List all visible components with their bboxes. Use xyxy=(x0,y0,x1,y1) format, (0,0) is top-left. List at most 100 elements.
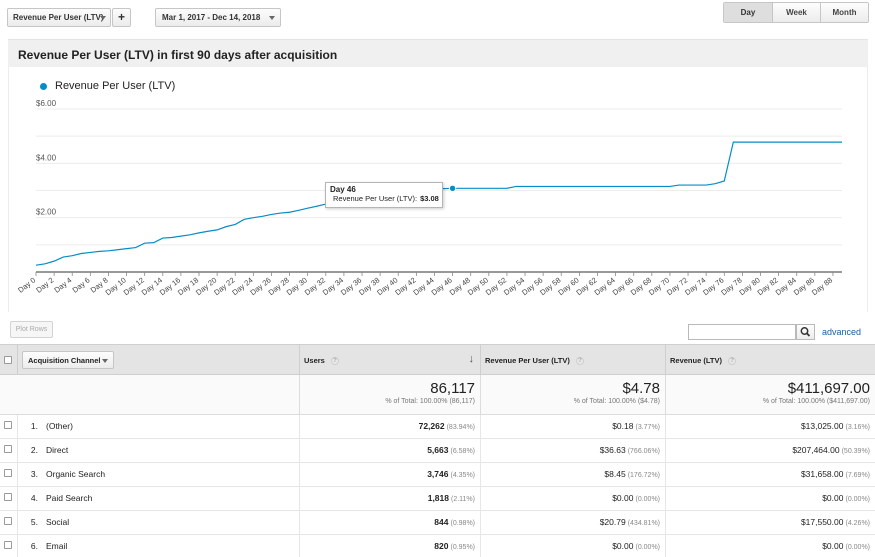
dimension-select[interactable]: Acquisition Channel xyxy=(22,351,114,369)
row-users-value: 5,663 xyxy=(427,445,449,455)
chart-header: Revenue Per User (LTV) in first 90 days … xyxy=(8,39,868,67)
help-icon[interactable]: ? xyxy=(575,357,584,366)
row-channel-link[interactable]: Social xyxy=(46,517,70,527)
row-users-value: 844 xyxy=(434,517,449,527)
row-checkbox-cell xyxy=(0,535,17,557)
x-tick-label: Day 0 xyxy=(16,275,37,294)
row-revenue-pct: (50.39%) xyxy=(841,448,870,455)
row-rpu-value: $0.00 xyxy=(612,493,634,503)
row-channel-link[interactable]: Direct xyxy=(46,445,69,455)
row-channel-cell: 2. Direct xyxy=(17,439,299,462)
row-index: 2. xyxy=(30,445,38,455)
select-all-checkbox[interactable] xyxy=(4,356,12,364)
row-checkbox[interactable] xyxy=(4,421,12,429)
search-icon xyxy=(800,327,811,337)
row-checkbox[interactable] xyxy=(4,517,12,525)
row-users-cell: 3,746 (4.35%) xyxy=(299,463,480,486)
row-rpu-value: $36.63 xyxy=(599,445,626,455)
row-users-pct: (83.94%) xyxy=(446,424,475,431)
row-checkbox[interactable] xyxy=(4,445,12,453)
legend-series-label: Revenue Per User (LTV) xyxy=(55,80,176,92)
help-icon[interactable]: ? xyxy=(728,357,737,366)
period-week-button[interactable]: Week xyxy=(772,3,820,22)
row-channel-link[interactable]: Email xyxy=(46,541,68,551)
row-rpu-cell: $8.45 (176.72%) xyxy=(480,463,665,486)
table-row[interactable]: 2. Direct 5,663 (6.58%) $36.63 (766.06%) $2… xyxy=(0,439,875,463)
highlighted-data-point xyxy=(448,184,457,193)
sort-descending-icon: ↓ xyxy=(468,353,475,365)
tooltip-title: Day 46 xyxy=(330,185,356,194)
plot-rows-button[interactable]: Plot Rows xyxy=(10,321,53,338)
row-checkbox[interactable] xyxy=(4,469,12,477)
row-rpu-cell: $0.00 (0.00%) xyxy=(480,535,665,557)
row-rpu-pct: (434.81%) xyxy=(627,520,660,527)
row-users-cell: 844 (0.98%) xyxy=(299,511,480,534)
header-checkbox-cell xyxy=(0,345,17,375)
top-toolbar: Revenue Per User (LTV) + Mar 1, 2017 - D… xyxy=(0,0,875,36)
x-tick-label: Day 88 xyxy=(810,275,834,297)
table-header: Acquisition Channel Users ? ↓ Revenue Pe… xyxy=(0,344,875,375)
table-row[interactable]: 1. (Other) 72,262 (83.94%) $0.18 (3.77%) $1… xyxy=(0,415,875,439)
row-rpu-value: $0.00 xyxy=(612,541,634,551)
row-rpu-cell: $0.00 (0.00%) xyxy=(480,487,665,510)
x-tick-label: Day 2 xyxy=(34,275,55,294)
y-tick-label: $4.00 xyxy=(36,153,57,162)
row-channel-link[interactable]: (Other) xyxy=(46,421,73,431)
advanced-filter-link[interactable]: advanced xyxy=(822,327,862,337)
row-revenue-value: $0.00 xyxy=(822,493,844,503)
date-range-select[interactable]: Mar 1, 2017 - Dec 14, 2018 xyxy=(155,8,281,27)
row-channel-cell: 5. Social xyxy=(17,511,299,534)
header-dimension-cell: Acquisition Channel xyxy=(17,345,299,375)
totals-rpu-cell: $4.78 % of Total: 100.00% ($4.78) xyxy=(480,375,665,415)
row-users-value: 72,262 xyxy=(418,421,445,431)
row-channel-link[interactable]: Paid Search xyxy=(46,493,93,503)
row-users-pct: (2.11%) xyxy=(451,496,475,503)
row-rpu-cell: $36.63 (766.06%) xyxy=(480,439,665,462)
row-users-cell: 72,262 (83.94%) xyxy=(299,415,480,438)
chevron-down-icon xyxy=(102,359,108,363)
row-rpu-pct: (3.77%) xyxy=(635,424,660,431)
totals-revenue-value: $411,697.00 xyxy=(787,380,870,397)
table-search-button[interactable] xyxy=(796,324,815,340)
row-index: 1. xyxy=(30,421,38,431)
period-month-button[interactable]: Month xyxy=(820,3,868,22)
row-revenue-cell: $31,658.00 (7.69%) xyxy=(665,463,875,486)
row-index: 5. xyxy=(30,517,38,527)
header-users[interactable]: Users ? ↓ xyxy=(299,345,480,375)
chart-title: Revenue Per User (LTV) in first 90 days … xyxy=(18,48,338,62)
table-row[interactable]: 4. Paid Search 1,818 (2.11%) $0.00 (0.00%) … xyxy=(0,487,875,511)
metric-select[interactable]: Revenue Per User (LTV) xyxy=(7,8,111,27)
header-revenue-per-user[interactable]: Revenue Per User (LTV) ? xyxy=(480,345,665,375)
table-row[interactable]: 3. Organic Search 3,746 (4.35%) $8.45 (176.… xyxy=(0,463,875,487)
help-icon[interactable]: ? xyxy=(330,357,339,366)
totals-users-cell: 86,117 % of Total: 100.00% (86,117) xyxy=(299,375,480,415)
totals-rpu-value: $4.78 xyxy=(622,380,660,397)
y-tick-label: $6.00 xyxy=(36,99,57,108)
row-checkbox[interactable] xyxy=(4,541,12,549)
row-revenue-pct: (7.69%) xyxy=(845,472,870,479)
row-users-value: 820 xyxy=(434,541,449,551)
header-users-label: Users xyxy=(304,356,325,365)
totals-label-cell xyxy=(0,375,299,415)
chart-legend: Revenue Per User (LTV) xyxy=(40,80,175,92)
tooltip-label: Revenue Per User (LTV): xyxy=(333,194,418,203)
row-checkbox-cell xyxy=(0,463,17,486)
table-row[interactable]: 5. Social 844 (0.98%) $20.79 (434.81%) $17,… xyxy=(0,511,875,535)
header-revenue[interactable]: Revenue (LTV) ? xyxy=(665,345,875,375)
table-search-input[interactable] xyxy=(688,324,796,340)
table-row[interactable]: 6. Email 820 (0.95%) $0.00 (0.00%) $0.00 (0.… xyxy=(0,535,875,557)
add-metric-button[interactable]: + xyxy=(112,8,131,27)
row-users-pct: (0.98%) xyxy=(450,520,475,527)
row-channel-link[interactable]: Organic Search xyxy=(46,469,106,479)
x-tick-label: Day 4 xyxy=(52,275,73,294)
row-revenue-value: $13,025.00 xyxy=(800,421,844,431)
row-channel-cell: 4. Paid Search xyxy=(17,487,299,510)
row-users-value: 3,746 xyxy=(427,469,449,479)
row-revenue-pct: (3.16%) xyxy=(845,424,870,431)
row-revenue-value: $0.00 xyxy=(822,541,844,551)
row-checkbox[interactable] xyxy=(4,493,12,501)
period-day-button[interactable]: Day xyxy=(724,3,772,22)
row-users-pct: (6.58%) xyxy=(450,448,475,455)
row-revenue-value: $17,550.00 xyxy=(800,517,844,527)
row-revenue-cell: $207,464.00 (50.39%) xyxy=(665,439,875,462)
